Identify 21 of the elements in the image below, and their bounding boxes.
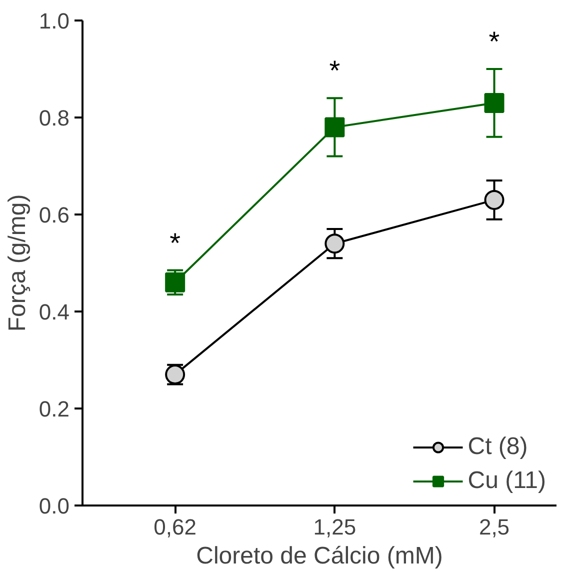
point: [324, 234, 345, 254]
y-tick-label: 1.0: [38, 8, 70, 34]
annotation: *: [170, 227, 181, 258]
y-tick-label: 0.4: [38, 300, 70, 324]
y-tick-label: 0.0: [38, 494, 70, 518]
point: [165, 272, 186, 292]
legend-label: Ct (8): [468, 433, 528, 461]
point: [484, 92, 504, 113]
x-tick-label: 0,62: [154, 514, 196, 540]
x-tick-label: 1,25: [313, 514, 356, 540]
y-axis-title: Força (g/mg): [4, 194, 31, 332]
point: [324, 117, 345, 138]
y-tick-label: 0.6: [38, 202, 70, 228]
x-axis-title: Cloreto de Cálcio (mM): [196, 542, 443, 570]
y-tick-label: 0.8: [38, 106, 70, 130]
x-tick-label: 2,5: [478, 514, 510, 540]
y-tick-label: 0.2: [38, 396, 70, 422]
point: [484, 190, 504, 210]
annotation: *: [329, 55, 340, 86]
legend-label: Cu (11): [468, 467, 546, 495]
annotation: *: [488, 26, 500, 57]
